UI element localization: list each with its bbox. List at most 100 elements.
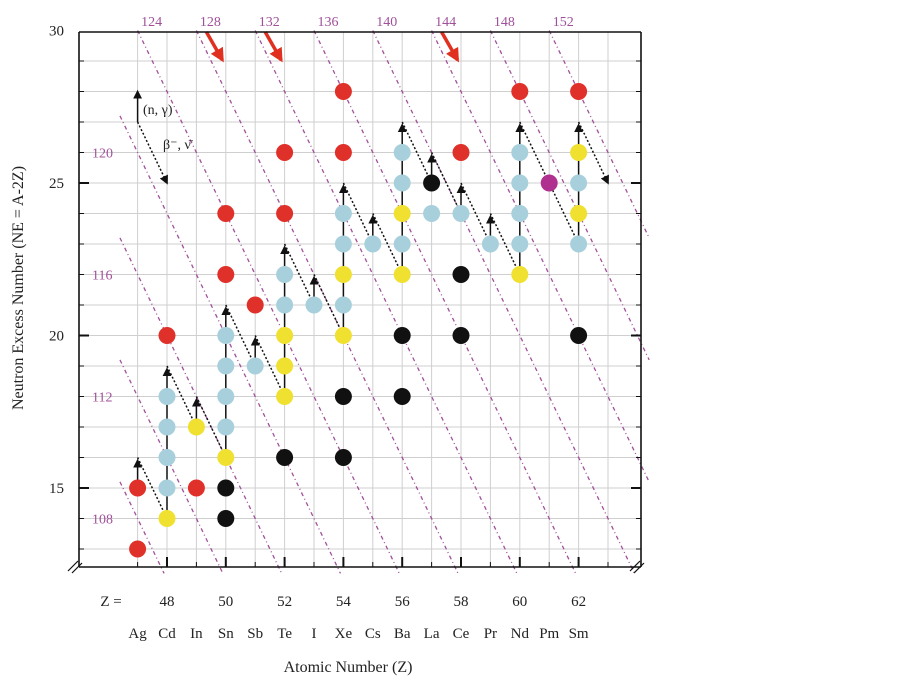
nuclide-point — [511, 205, 529, 222]
nuclide-point — [158, 510, 176, 527]
element-label: Cd — [158, 626, 176, 642]
nuclide-point — [393, 388, 411, 405]
nuclide-point — [423, 174, 441, 192]
mass-line — [548, 30, 650, 239]
nuclide-point — [158, 479, 176, 497]
mass-line — [119, 481, 165, 574]
nuclide-point — [570, 205, 588, 222]
axis-break — [71, 562, 83, 574]
nuclide-point — [217, 357, 235, 375]
decay-arrow — [342, 182, 374, 246]
nuclide-point — [334, 83, 352, 100]
decay-arrow — [577, 121, 609, 185]
element-label: Cs — [365, 626, 381, 642]
mass-line — [489, 30, 650, 361]
mass-line — [119, 237, 283, 574]
mass-label: 140 — [376, 15, 397, 30]
mass-label: 108 — [92, 513, 113, 528]
element-label: Sb — [247, 626, 263, 642]
nuclide-point — [217, 327, 235, 344]
element-label: Nd — [511, 626, 530, 642]
nuclide-point — [187, 479, 205, 497]
decay-arrow — [460, 182, 492, 246]
element-label: In — [190, 626, 203, 642]
axis-break — [633, 562, 645, 574]
x-axis-title: Atomic Number (Z) — [284, 659, 413, 676]
decay-arrow — [372, 213, 404, 277]
mass-label: 112 — [92, 391, 112, 406]
nuclide-point — [246, 296, 264, 314]
highlight-arrow — [263, 31, 283, 63]
nuclide-point — [511, 83, 529, 100]
nuclide-point — [511, 144, 529, 161]
x-tick-label: 60 — [512, 594, 527, 610]
element-label: Xe — [335, 626, 353, 642]
nuclide-point — [217, 418, 235, 436]
capture-annotation: (n, γ) — [143, 103, 173, 118]
nuclide-point — [217, 449, 235, 466]
decay-arrow — [283, 243, 315, 307]
nuclide-point — [393, 235, 411, 253]
nuclide-point — [511, 235, 529, 253]
grid — [79, 32, 641, 567]
x-tick-label: 48 — [160, 594, 175, 610]
decay-arrow — [225, 304, 257, 368]
highlight-arrow — [440, 31, 460, 63]
x-tick-label: 56 — [395, 594, 411, 610]
nuclide-point — [276, 357, 294, 375]
nuclide-point — [158, 418, 176, 436]
nuclide-point — [423, 205, 441, 222]
decay-arrow — [313, 274, 345, 338]
z-prefix-label: Z = — [100, 594, 121, 610]
axis-break — [67, 560, 79, 572]
nuclide-point — [570, 83, 588, 100]
mass-line — [119, 115, 342, 574]
element-label: Ce — [453, 626, 470, 642]
nuclide-point — [246, 357, 264, 375]
mass-line — [137, 30, 400, 574]
nuclide-point — [393, 174, 411, 192]
highlight-arrow — [204, 31, 224, 63]
nuclide-point — [129, 479, 147, 497]
nuclide-point — [334, 144, 352, 161]
nuclide-point — [570, 327, 588, 344]
nuclide-point — [276, 449, 294, 466]
nuclide-point — [158, 449, 176, 466]
element-label: Pm — [539, 626, 559, 642]
element-label: La — [424, 626, 440, 642]
nuclide-point — [334, 205, 352, 222]
decay-arrow — [430, 152, 462, 216]
nuclide-point — [393, 144, 411, 161]
decay-arrow — [401, 121, 433, 185]
element-label: Te — [277, 626, 292, 642]
element-label: Ag — [128, 626, 147, 642]
y-tick-label: 15 — [49, 481, 64, 497]
nuclide-point — [452, 327, 470, 344]
decay-annotation: β⁻, ν̄ — [163, 138, 194, 153]
nuclide-point — [217, 266, 235, 283]
mass-line — [372, 30, 636, 574]
element-label: Sn — [218, 626, 234, 642]
decay-arrow — [166, 365, 198, 429]
nuclide-point — [276, 205, 294, 222]
mass-line — [313, 30, 577, 574]
nuclide-point — [393, 327, 411, 344]
axis-break — [629, 560, 641, 572]
nuclide-point — [334, 388, 352, 405]
nuclide-point — [276, 296, 294, 314]
nuclide-point — [452, 266, 470, 283]
decay-arrow — [519, 121, 551, 185]
nuclide-point — [334, 266, 352, 283]
mass-label: 132 — [259, 15, 280, 30]
nuclide-point — [334, 296, 352, 314]
nuclide-point — [334, 449, 352, 466]
x-tick-label: 54 — [336, 594, 352, 610]
mass-line — [431, 30, 650, 483]
x-tick-label: 58 — [454, 594, 469, 610]
nuclide-point — [276, 327, 294, 344]
nuclide-point — [570, 174, 588, 192]
y-axis-title: Neutron Excess Number (NE = A-2Z) — [10, 166, 27, 410]
mass-label: 136 — [318, 15, 339, 30]
decay-arrow — [195, 396, 227, 460]
